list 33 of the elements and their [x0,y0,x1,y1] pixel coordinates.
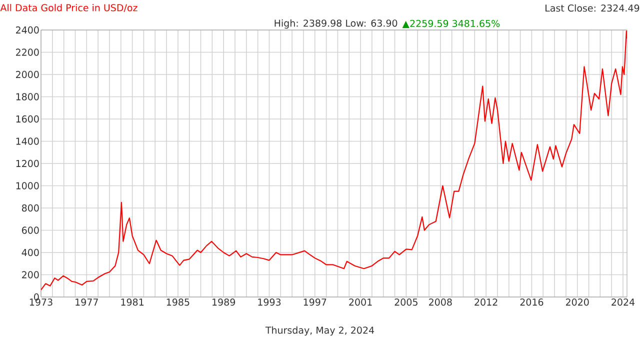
y-tick-label: 1000 [16,182,39,190]
y-tick-label: 2200 [16,48,39,56]
x-tick-label: 2008 [429,298,452,306]
chart-subtitle: High: 2389.98 Low: 63.90 [274,19,398,29]
x-tick-label: 1977 [76,298,98,306]
y-tick-label: 200 [22,271,39,278]
x-tick-label: 1985 [166,298,190,306]
line-series [41,30,628,290]
y-tick-label: 1600 [16,115,39,123]
x-tick-label: 2005 [394,298,418,306]
y-tick-label: 600 [22,226,39,234]
y-tick-label: 1200 [16,160,39,168]
x-tick-label: 2024 [612,298,635,306]
y-tick-label: 2400 [16,26,39,34]
text: Thursday, May 2, 2024 [265,326,374,336]
y-tick-label: 2000 [16,70,39,78]
y-tick-label: 1400 [16,138,39,145]
x-tick-label: 2020 [566,298,589,306]
x-tick-label: 1993 [258,298,281,306]
x-tick-label: 1973 [30,298,52,306]
y-tick-label: 0 [34,293,39,301]
x-tick-label: 1981 [121,298,144,306]
x-tick-label: 2012 [474,298,498,306]
text: ▲2259.59 3481.65% [402,20,500,28]
x-tick-label: 2016 [520,298,544,306]
x-tick-label: 1989 [212,298,236,306]
y-tick-label: 1800 [16,93,39,100]
text: Last Close: 2324.49 [546,4,640,12]
y-tick-label: 800 [22,204,39,212]
x-tick-label: 1997 [304,298,326,306]
chart-title: All Data Gold Price in USD/oz [0,4,138,12]
x-tick-label: 2001 [349,298,372,306]
y-tick-label: 400 [22,248,39,256]
